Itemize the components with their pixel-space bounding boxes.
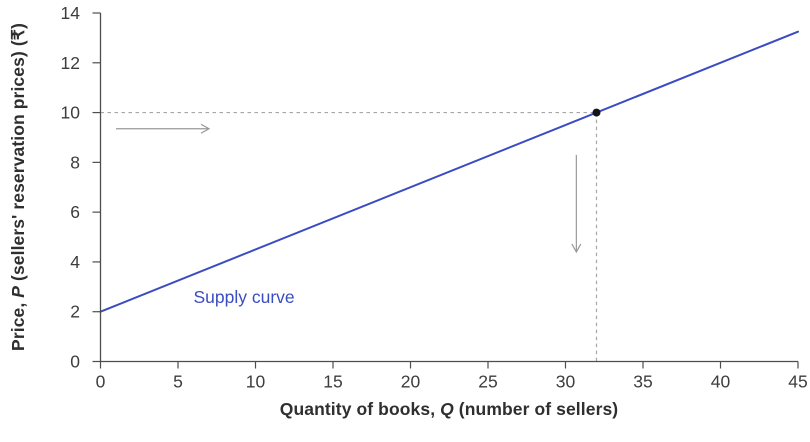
y-tick-label: 2 <box>70 302 80 322</box>
y-tick-label: 10 <box>61 103 81 123</box>
y-tick-label: 14 <box>61 3 81 23</box>
y-tick-label: 0 <box>70 352 80 372</box>
y-axis-title-prefix: Price, <box>8 297 28 351</box>
quantity-shift-down-arrow-head-icon <box>571 243 582 254</box>
y-axis-title: Price, P (sellers' reservation prices) (… <box>8 0 30 408</box>
x-tick-label: 5 <box>173 372 183 392</box>
y-axis-title-suffix: (sellers' reservation prices) (₹) <box>8 23 28 286</box>
x-axis-title: Quantity of books, Q (number of sellers) <box>100 399 798 420</box>
y-tick-label: 8 <box>70 152 80 172</box>
x-tick-label: 15 <box>323 372 342 392</box>
price-shift-right-arrow-head-icon <box>200 123 211 134</box>
x-tick-label: 0 <box>96 372 106 392</box>
x-tick-label: 35 <box>633 372 652 392</box>
y-axis-variable: P <box>8 285 28 298</box>
x-tick-label: 25 <box>478 372 497 392</box>
x-tick-label: 20 <box>401 372 421 392</box>
y-tick-label: 4 <box>70 252 80 272</box>
series-line-0 <box>99 30 799 313</box>
supply-curve-label: Supply curve <box>194 287 295 307</box>
marked-point <box>592 108 601 117</box>
y-tick-label: 12 <box>61 53 80 73</box>
y-tick-label: 6 <box>70 202 80 222</box>
x-axis-title-suffix: (number of sellers) <box>453 399 619 419</box>
x-tick-label: 30 <box>556 372 576 392</box>
x-tick-label: 40 <box>711 372 731 392</box>
x-tick-label: 45 <box>788 372 807 392</box>
x-tick-label: 10 <box>246 372 266 392</box>
x-axis-variable: Q <box>440 399 454 419</box>
x-axis-title-prefix: Quantity of books, <box>279 399 441 419</box>
